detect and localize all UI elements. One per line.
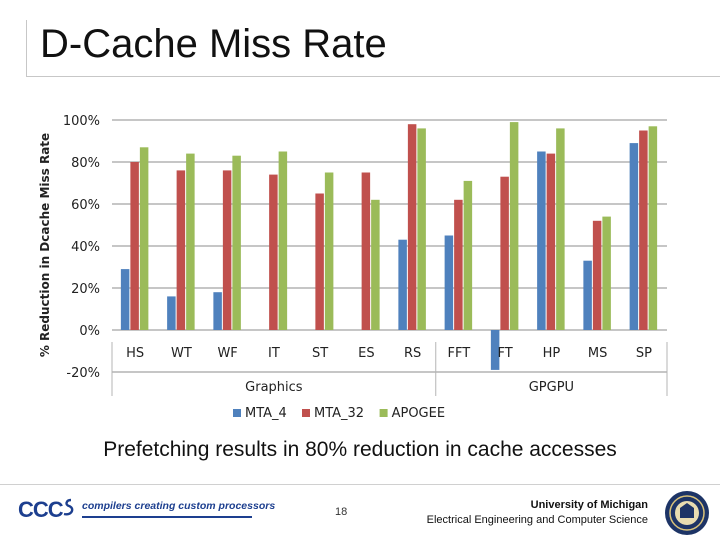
bar-apogee-fft [463,180,473,330]
y-axis-title: % Reduction in Dcache Miss Rate [38,133,52,357]
bar-apogee-ms [602,216,611,330]
bar-mta-32-rs [407,124,417,330]
bar-mta-4-wf [213,292,222,330]
bar-chart: % Reduction in Dcache Miss Rate 100% 80% 60… [38,114,668,421]
legend-label: APOGEE [392,406,445,421]
footer-divider [0,484,720,485]
x-tick-label: HP [543,346,561,361]
bar-apogee-hs [139,147,149,330]
x-tick-label: WF [217,346,237,361]
y-tick-label: 60% [71,198,100,213]
bar-mta-32-es [361,172,371,330]
bar-mta-4-fft [444,235,454,330]
bar-mta-32-ft [500,176,509,330]
x-tick-label: FT [498,346,513,361]
x-tick-label: HS [126,346,144,361]
bar-mta-32-sp [639,130,648,330]
logo-tagline: compilers creating custom processors [82,500,276,512]
y-tick-label: 100% [63,114,100,129]
bar-mta-32-fft [454,199,463,330]
x-tick-label: FFT [448,346,471,361]
university-name: University of Michigan [530,499,648,511]
university-credit: University of Michigan Electrical Engine… [427,498,648,528]
bar-apogee-hp [556,128,565,330]
bar-mta-32-hs [130,162,139,330]
bar-mta-4-sp [629,143,639,330]
bar-apogee-ft [509,122,519,330]
bar-apogee-wf [232,155,241,330]
y-tick-label: 20% [71,282,100,297]
group-label: Graphics [245,380,303,395]
bar-mta-32-wf [222,170,232,330]
bar-apogee-wt [186,153,195,330]
ccc-logo: CCC [18,497,64,522]
legend-swatch-mta-4 [233,409,241,417]
bar-mta-4-rs [398,239,407,330]
legend-swatch-mta-32 [302,409,310,417]
x-tick-label: IT [268,346,280,361]
bar-apogee-it [278,151,288,330]
title-underline [26,76,720,77]
bar-mta-32-ms [592,220,602,330]
slide-caption: Prefetching results in 80% reduction in … [103,438,617,461]
bar-mta-32-wt [176,170,186,330]
logo-swirl-icon [63,498,74,516]
page-number: 18 [335,506,348,518]
title-accent-line [26,20,27,77]
x-tick-label: SP [636,346,652,361]
bar-apogee-rs [417,128,426,330]
x-tick-label: RS [404,346,421,361]
y-tick-label: 0% [79,324,100,339]
bar-mta-32-hp [546,153,556,330]
slide-title: D-Cache Miss Rate [40,22,387,66]
bar-apogee-es [371,199,380,330]
university-seal-icon [665,491,709,535]
bar-mta-4-hp [537,151,546,330]
bar-apogee-sp [648,126,658,330]
legend-label: MTA_32 [314,406,364,421]
legend-label: MTA_4 [245,406,287,421]
x-tick-label: MS [588,346,607,361]
bar-mta-4-hs [120,269,130,330]
bar-mta-4-ft [490,330,500,370]
x-tick-label: ST [312,346,328,361]
y-tick-label: -20% [66,366,100,381]
y-tick-label: 80% [71,156,100,171]
group-label: GPGPU [529,380,574,395]
bar-mta-4-wt [167,296,176,330]
y-tick-label: 40% [71,240,100,255]
tagline-underline [82,516,252,518]
legend-swatch-apogee [379,409,388,417]
bar-mta-32-it [269,174,278,330]
bar-mta-4-ms [583,260,592,330]
bar-mta-32-st [315,193,324,330]
bar-apogee-st [324,172,334,330]
x-tick-label: WT [171,346,192,361]
department-name: Electrical Engineering and Computer Scie… [426,514,648,526]
x-tick-label: ES [358,346,374,361]
